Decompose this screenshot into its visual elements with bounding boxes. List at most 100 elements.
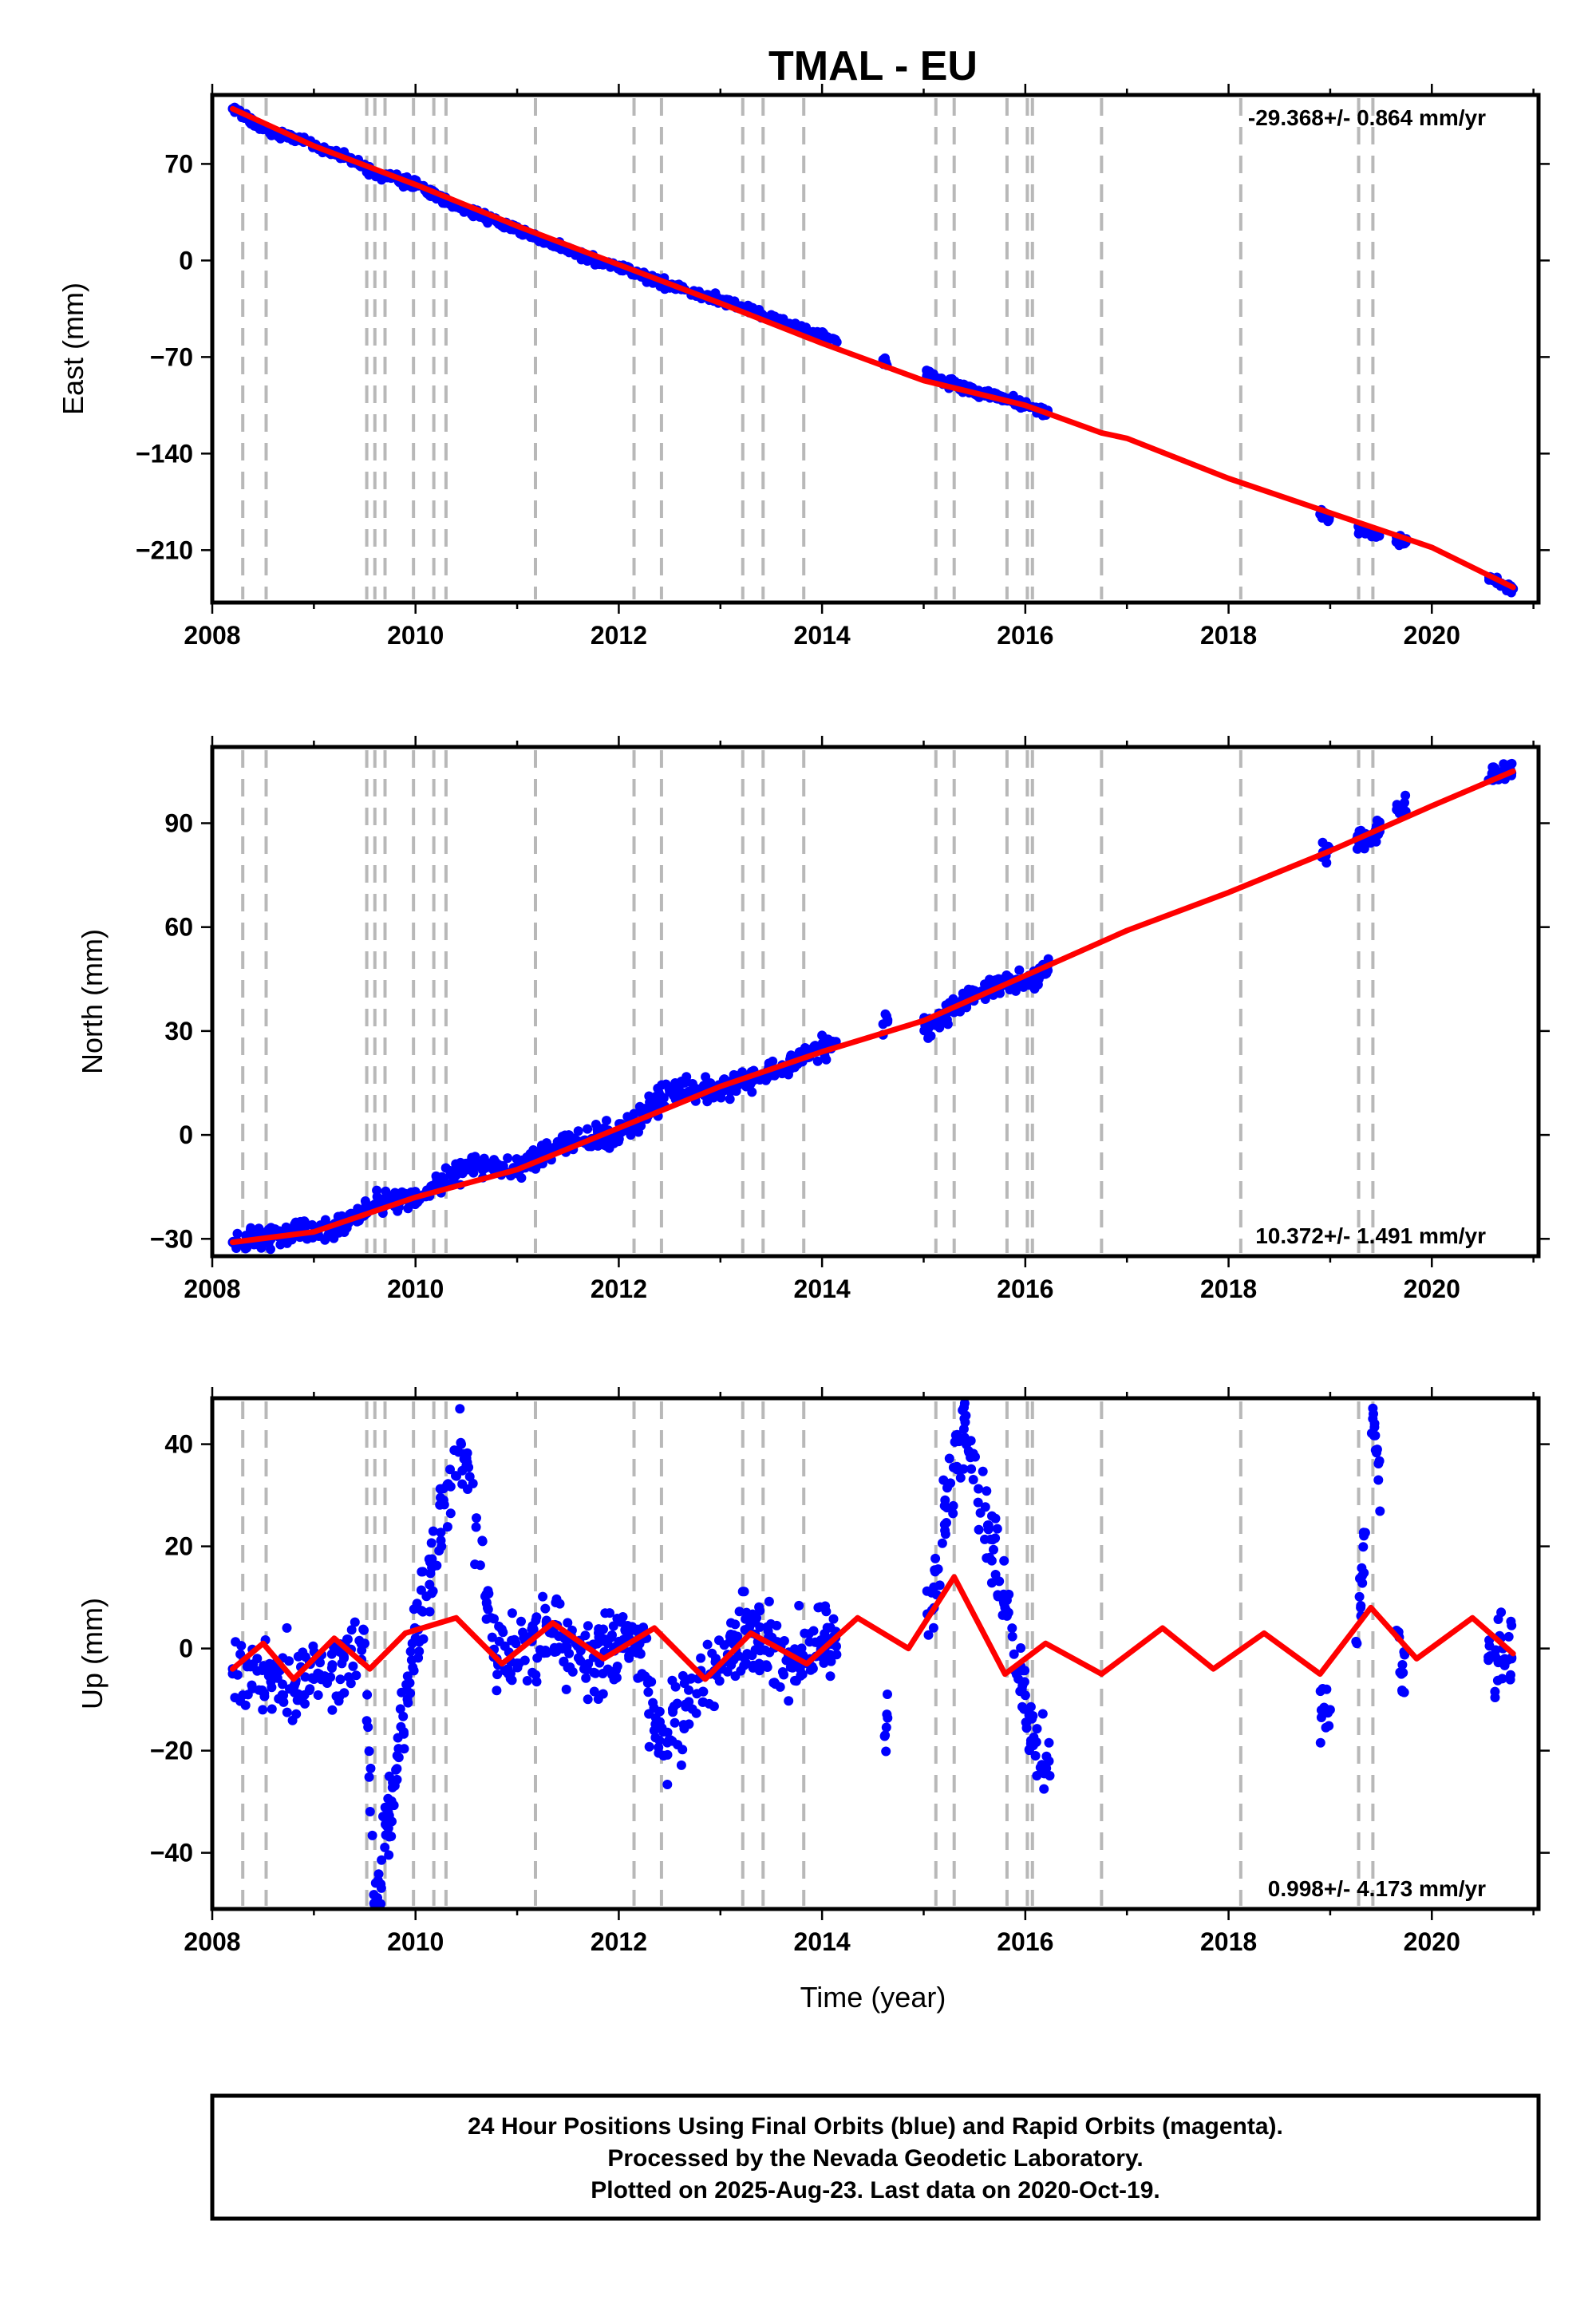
x-tick-label: 2008 [184,621,240,650]
data-point [658,1727,668,1737]
data-point [1351,1636,1361,1646]
data-point [725,1637,735,1647]
data-point [760,1645,770,1655]
data-point [654,1735,665,1745]
data-point [684,1719,694,1729]
data-point [326,1649,337,1659]
data-point [362,1690,373,1700]
data-point [1397,1660,1408,1670]
data-point [681,1699,691,1709]
data-point [575,1656,586,1666]
y-tick-label: 40 [164,1430,193,1459]
data-point [1506,1670,1515,1680]
data-point [470,1559,480,1570]
data-point [669,1701,679,1712]
data-point [1368,1403,1378,1413]
x-tick-label: 2018 [1200,621,1257,650]
data-point [777,1667,788,1677]
data-point [369,1890,379,1900]
data-point [992,1524,1002,1534]
data-point [730,1619,741,1630]
data-point [1025,1701,1036,1712]
data-point [477,1536,488,1547]
data-point [278,1679,287,1690]
data-point [531,1164,541,1174]
y-axis-title: Up (mm) [76,1598,109,1709]
data-point [542,1648,551,1658]
data-point [252,1654,263,1664]
data-point [764,1596,774,1607]
data-point [291,1709,302,1719]
data-point [741,1614,751,1624]
data-point [667,1736,678,1746]
data-point [823,1623,832,1634]
data-point [487,1632,497,1642]
data-point [1358,1528,1369,1538]
data-point [445,1464,455,1475]
data-point [605,1608,614,1618]
model-fit-line [230,1574,1516,1682]
y-tick-label: 70 [164,149,193,178]
data-point [573,1126,583,1136]
data-point [974,1524,984,1535]
data-point [438,1495,448,1505]
data-point [337,1658,347,1669]
data-point [958,1424,969,1434]
data-point [365,1807,375,1816]
data-point [662,1780,673,1789]
data-point [1361,527,1371,537]
data-point [1007,1631,1017,1642]
data-point [614,1130,624,1140]
data-point [1372,816,1382,825]
data-point [1493,1614,1503,1624]
data-point [531,1677,542,1687]
data-point [608,1621,618,1631]
data-point [492,1686,502,1696]
data-point [583,1658,594,1669]
data-point [295,1216,306,1227]
data-point [559,1656,569,1666]
data-point [540,1603,551,1614]
data-point [410,1633,421,1643]
data-point [1490,1686,1500,1697]
data-point [464,1462,474,1472]
data-point [779,1636,789,1646]
data-point [396,1721,406,1732]
data-point [277,1690,287,1700]
y-tick-label: −140 [136,439,193,468]
data-point [402,1694,413,1705]
data-point [316,1674,326,1685]
data-point [386,1832,397,1841]
data-point [768,1678,779,1688]
data-point [346,1678,356,1689]
data-point [531,1612,542,1622]
data-point [384,1191,394,1200]
data-point [696,1653,706,1663]
data-point [350,1617,360,1627]
y-tick-label: −20 [150,1737,193,1765]
data-point [1507,1620,1517,1630]
data-point [512,1662,523,1673]
data-point [1492,1675,1503,1686]
data-point [268,1669,279,1679]
data-point [764,1631,775,1642]
plot-frame [210,93,1541,605]
data-point [616,1617,626,1627]
data-point [256,1243,267,1253]
data-point [266,1244,275,1255]
data-point [450,1172,460,1182]
data-point [648,1697,658,1708]
data-point [516,1173,527,1183]
data-point [684,1685,693,1695]
data-point [595,1632,606,1642]
data-point [794,1600,804,1611]
y-tick-label: 0 [179,1634,193,1663]
data-point [323,1230,334,1240]
data-point [939,1500,950,1511]
data-point [733,1650,744,1661]
data-point [503,1669,513,1679]
data-point [327,1705,338,1715]
data-point [258,1705,268,1715]
x-tick-label: 2014 [794,1275,851,1303]
